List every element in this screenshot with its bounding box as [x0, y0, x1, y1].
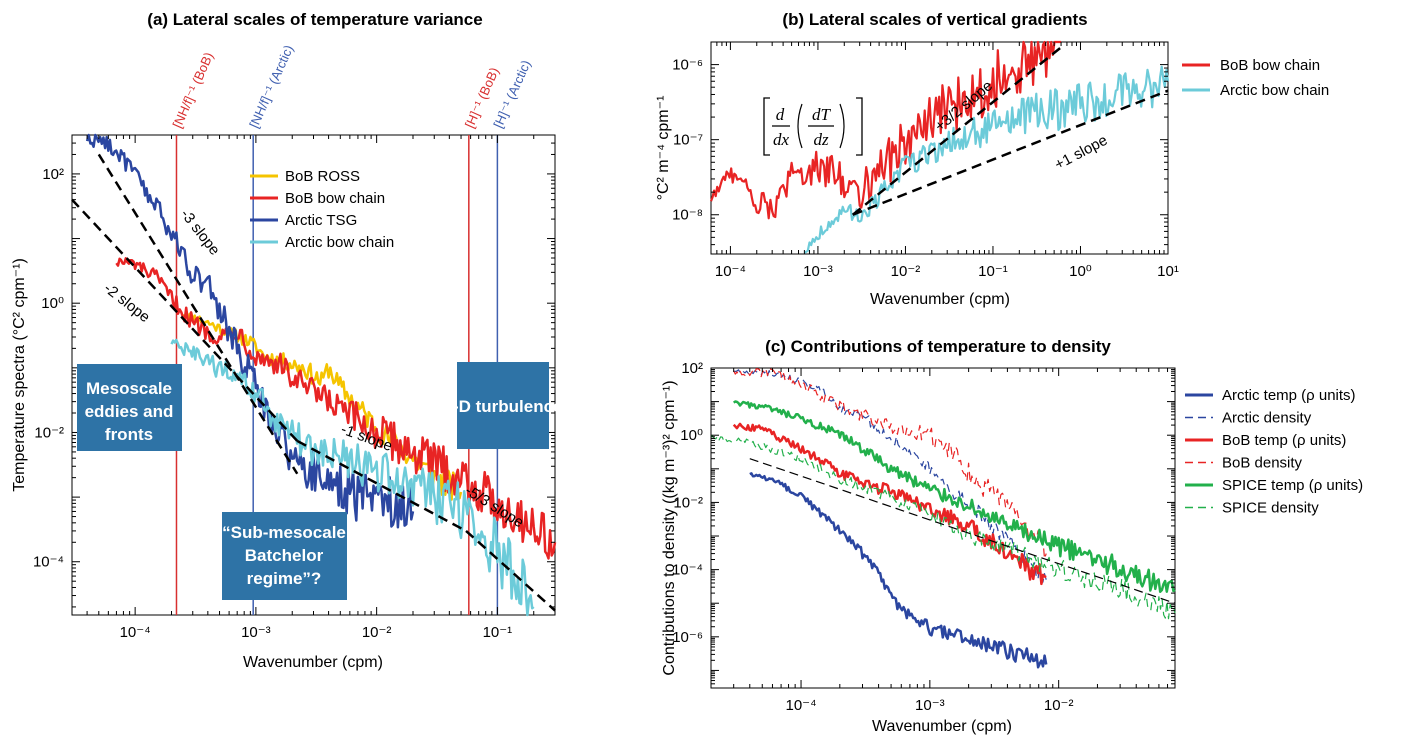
- series-line-spice-density: [710, 435, 1176, 620]
- panel-c-ylabel: Contributions to density ((kg m⁻³)² cpm⁻…: [661, 380, 678, 675]
- panel-b-ylabel: °C² m⁻⁴ cpm⁻¹: [655, 96, 672, 201]
- panel-a-xlabel: Wavenumber (cpm): [243, 654, 383, 671]
- x-tick-label: 10⁻³: [241, 624, 271, 641]
- regime-mesoscale-line-1: Mesoscale: [86, 379, 172, 398]
- legend-b-arctic-bow-chain: Arctic bow chain: [1220, 82, 1329, 99]
- y-tick-label: 10⁻⁶: [672, 629, 703, 646]
- y-tick-label: 10⁻²: [673, 494, 703, 511]
- series-line-arctic-bow-chain: [803, 65, 1170, 254]
- panel-a-ylabel: Temperature spectra (°C² cpm⁻¹): [11, 258, 28, 492]
- scale-line-label: [NH/f]⁻¹ (BoB): [170, 50, 217, 130]
- legend-a-bob-bow-chain: BoB bow chain: [285, 190, 385, 207]
- legend-a-arctic-tsg: Arctic TSG: [285, 212, 357, 229]
- legend-b-bob-bow-chain: BoB bow chain: [1220, 57, 1320, 74]
- slope-reference-line: [71, 198, 299, 442]
- slope-reference-line: [749, 458, 1176, 604]
- panel-b-series: [709, 40, 1170, 254]
- legend-a-bob-ross: BoB ROSS: [285, 168, 360, 185]
- panel-a: (a) Lateral scales of temperature varian…: [11, 10, 563, 671]
- x-tick-label: 10⁻³: [915, 697, 945, 714]
- regime-turbulence-label: 3-D turbulence: [443, 397, 562, 416]
- scale-line-label: [NH/f]⁻¹ (Arctic): [246, 43, 296, 131]
- panel-b-frame: [710, 41, 1169, 255]
- series-line-spice-temp-units-: [732, 400, 1176, 593]
- svg-text:dx: dx: [773, 130, 790, 149]
- x-tick-label: 10⁻³: [803, 263, 833, 280]
- regime-submesoscale-line-3: regime”?: [247, 569, 322, 588]
- panel-c: (c) Contributions of temperature to dens…: [661, 337, 1363, 735]
- legend-a-arctic-bow-chain: Arctic bow chain: [285, 234, 394, 251]
- panel-c-slope-lines: [749, 458, 1176, 604]
- legend-c-label: BoB temp (ρ units): [1222, 432, 1346, 449]
- panel-b-title: (b) Lateral scales of vertical gradients: [782, 10, 1087, 29]
- y-tick-label: 10⁻⁸: [672, 207, 703, 224]
- series-line-bob-density: [733, 368, 1047, 560]
- x-tick-label: 10⁻⁴: [786, 697, 817, 714]
- panel-c-series: [710, 368, 1176, 669]
- y-tick-label: 10²: [681, 360, 703, 377]
- series-line-bob-bow-chain: [709, 40, 1062, 220]
- series-line-arctic-temp-units-: [749, 472, 1048, 669]
- y-tick-label: 10⁻⁷: [673, 132, 703, 149]
- panel-a-title: (a) Lateral scales of temperature varian…: [147, 10, 482, 29]
- slope-reference-line: [97, 153, 299, 475]
- panel-c-xlabel: Wavenumber (cpm): [872, 718, 1012, 735]
- y-tick-label: 10⁰: [41, 295, 64, 312]
- x-tick-label: 10⁻²: [1044, 697, 1074, 714]
- series-line-arctic-tsg: [85, 133, 415, 529]
- panel-b-legend: BoB bow chain Arctic bow chain: [1182, 57, 1329, 99]
- series-line-bob-ross: [182, 312, 463, 501]
- svg-text:dz: dz: [813, 130, 829, 149]
- x-tick-label: 10⁻²: [362, 624, 392, 641]
- panel-b-slope-lines: [851, 46, 1169, 216]
- x-tick-label: 10⁻²: [891, 263, 921, 280]
- legend-c-label: SPICE density: [1222, 500, 1319, 517]
- regime-submesoscale-line-1: “Sub-mesocale: [222, 523, 346, 542]
- panel-b-xlabel: Wavenumber (cpm): [870, 291, 1010, 308]
- panel-c-title: (c) Contributions of temperature to dens…: [765, 337, 1111, 356]
- scale-line-label: [H]⁻¹ (Arctic): [490, 58, 533, 130]
- regime-box-turbulence: 3-D turbulence: [443, 362, 563, 449]
- regime-submesoscale-line-2: Batchelor: [245, 546, 324, 565]
- regime-box-submesoscale: “Sub-mesocale Batchelor regime”?: [222, 512, 347, 600]
- y-tick-label: 10⁻⁴: [672, 562, 703, 579]
- series-line-bob-bow-chain: [115, 257, 557, 560]
- x-tick-label: 10⁻¹: [483, 624, 513, 641]
- y-tick-label: 10⁻⁴: [33, 554, 64, 571]
- y-tick-label: 10²: [42, 166, 64, 183]
- panel-a-ticks: 10⁻⁴ 10⁻³ 10⁻² 10⁻¹ 10⁻⁴ 10⁻² 10⁰ 10²: [33, 134, 555, 641]
- panel-c-frame: [710, 367, 1176, 689]
- x-tick-label: 10⁻⁴: [120, 624, 151, 641]
- panel-c-ticks: 10⁻⁴ 10⁻³ 10⁻² 10⁻⁶ 10⁻⁴ 10⁻² 10⁰ 10²: [672, 360, 1176, 714]
- panel-c-legend: Arctic temp (ρ units) Arctic density BoB t…: [1185, 387, 1363, 517]
- y-tick-label: 10⁻²: [34, 424, 64, 441]
- panel-a-legend: BoB ROSS BoB bow chain Arctic TSG Arctic…: [250, 168, 394, 251]
- y-tick-label: 10⁰: [680, 427, 703, 444]
- regime-mesoscale-line-3: fronts: [105, 425, 153, 444]
- slope-reference-line: [851, 46, 1062, 216]
- legend-c-label: SPICE temp (ρ units): [1222, 477, 1363, 494]
- panel-b-gradient-annotation: d dx dT dz: [763, 97, 863, 156]
- regime-box-mesoscale: Mesoscale eddies and fronts: [77, 364, 182, 451]
- slope-label-a-minus2: -2 slope: [101, 280, 154, 326]
- x-tick-label: 10⁻⁴: [715, 263, 746, 280]
- svg-text:d: d: [776, 105, 785, 124]
- slope-reference-line: [465, 529, 556, 612]
- svg-text:dT: dT: [812, 105, 832, 124]
- x-tick-label: 10¹: [1157, 263, 1179, 280]
- panel-b: (b) Lateral scales of vertical gradients…: [655, 10, 1329, 308]
- legend-c-label: Arctic temp (ρ units): [1222, 387, 1356, 404]
- x-tick-label: 10⁻¹: [978, 263, 1008, 280]
- x-tick-label: 10⁰: [1069, 263, 1092, 280]
- panel-a-slope-lines: [71, 153, 556, 612]
- y-tick-label: 10⁻⁶: [672, 57, 703, 74]
- slope-label-b-1: +1 slope: [1052, 132, 1110, 174]
- panel-b-ticks: 10⁻⁴ 10⁻³ 10⁻² 10⁻¹ 10⁰ 10¹ 10⁻⁸ 10⁻⁷ 10⁻⁶: [672, 41, 1179, 280]
- series-line-arctic-density: [733, 369, 1047, 583]
- regime-mesoscale-line-2: eddies and: [85, 402, 174, 421]
- legend-c-label: BoB density: [1222, 455, 1303, 472]
- slope-reference-line: [852, 89, 1169, 216]
- legend-c-label: Arctic density: [1222, 410, 1312, 427]
